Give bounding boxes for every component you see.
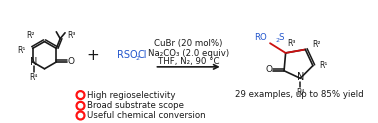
Text: +: + — [87, 48, 99, 63]
Text: RO: RO — [254, 33, 267, 42]
Text: Na₂CO₃ (2.0 equiv): Na₂CO₃ (2.0 equiv) — [148, 49, 229, 58]
Text: 29 examples, up to 85% yield: 29 examples, up to 85% yield — [235, 90, 364, 99]
Text: High regioselectivity: High regioselectivity — [87, 91, 176, 100]
Circle shape — [76, 111, 85, 120]
Text: S: S — [279, 33, 284, 42]
Circle shape — [78, 113, 83, 118]
Text: N: N — [30, 57, 37, 67]
Text: R²: R² — [26, 31, 35, 40]
Text: CuBr (20 mol%): CuBr (20 mol%) — [154, 39, 223, 48]
Text: 2: 2 — [135, 56, 139, 61]
Text: R⁴: R⁴ — [296, 88, 304, 97]
Text: R⁴: R⁴ — [29, 73, 38, 82]
Text: O: O — [67, 56, 74, 66]
Text: RSO: RSO — [118, 50, 138, 60]
Text: Useful chemical conversion: Useful chemical conversion — [87, 111, 206, 120]
Text: R¹: R¹ — [320, 61, 328, 70]
Text: 2: 2 — [276, 38, 280, 43]
Text: R³: R³ — [288, 39, 296, 48]
Text: R³: R³ — [67, 31, 76, 40]
Text: N: N — [297, 72, 304, 82]
Text: O: O — [266, 65, 273, 74]
Text: Cl: Cl — [138, 50, 147, 60]
Circle shape — [78, 104, 83, 108]
Circle shape — [78, 93, 83, 97]
Circle shape — [76, 91, 85, 100]
Circle shape — [76, 101, 85, 110]
Text: Broad substrate scope: Broad substrate scope — [87, 101, 184, 110]
Text: R¹: R¹ — [17, 46, 26, 55]
Text: R²: R² — [312, 40, 321, 49]
Text: THF, N₂, 90 °C: THF, N₂, 90 °C — [158, 57, 219, 67]
